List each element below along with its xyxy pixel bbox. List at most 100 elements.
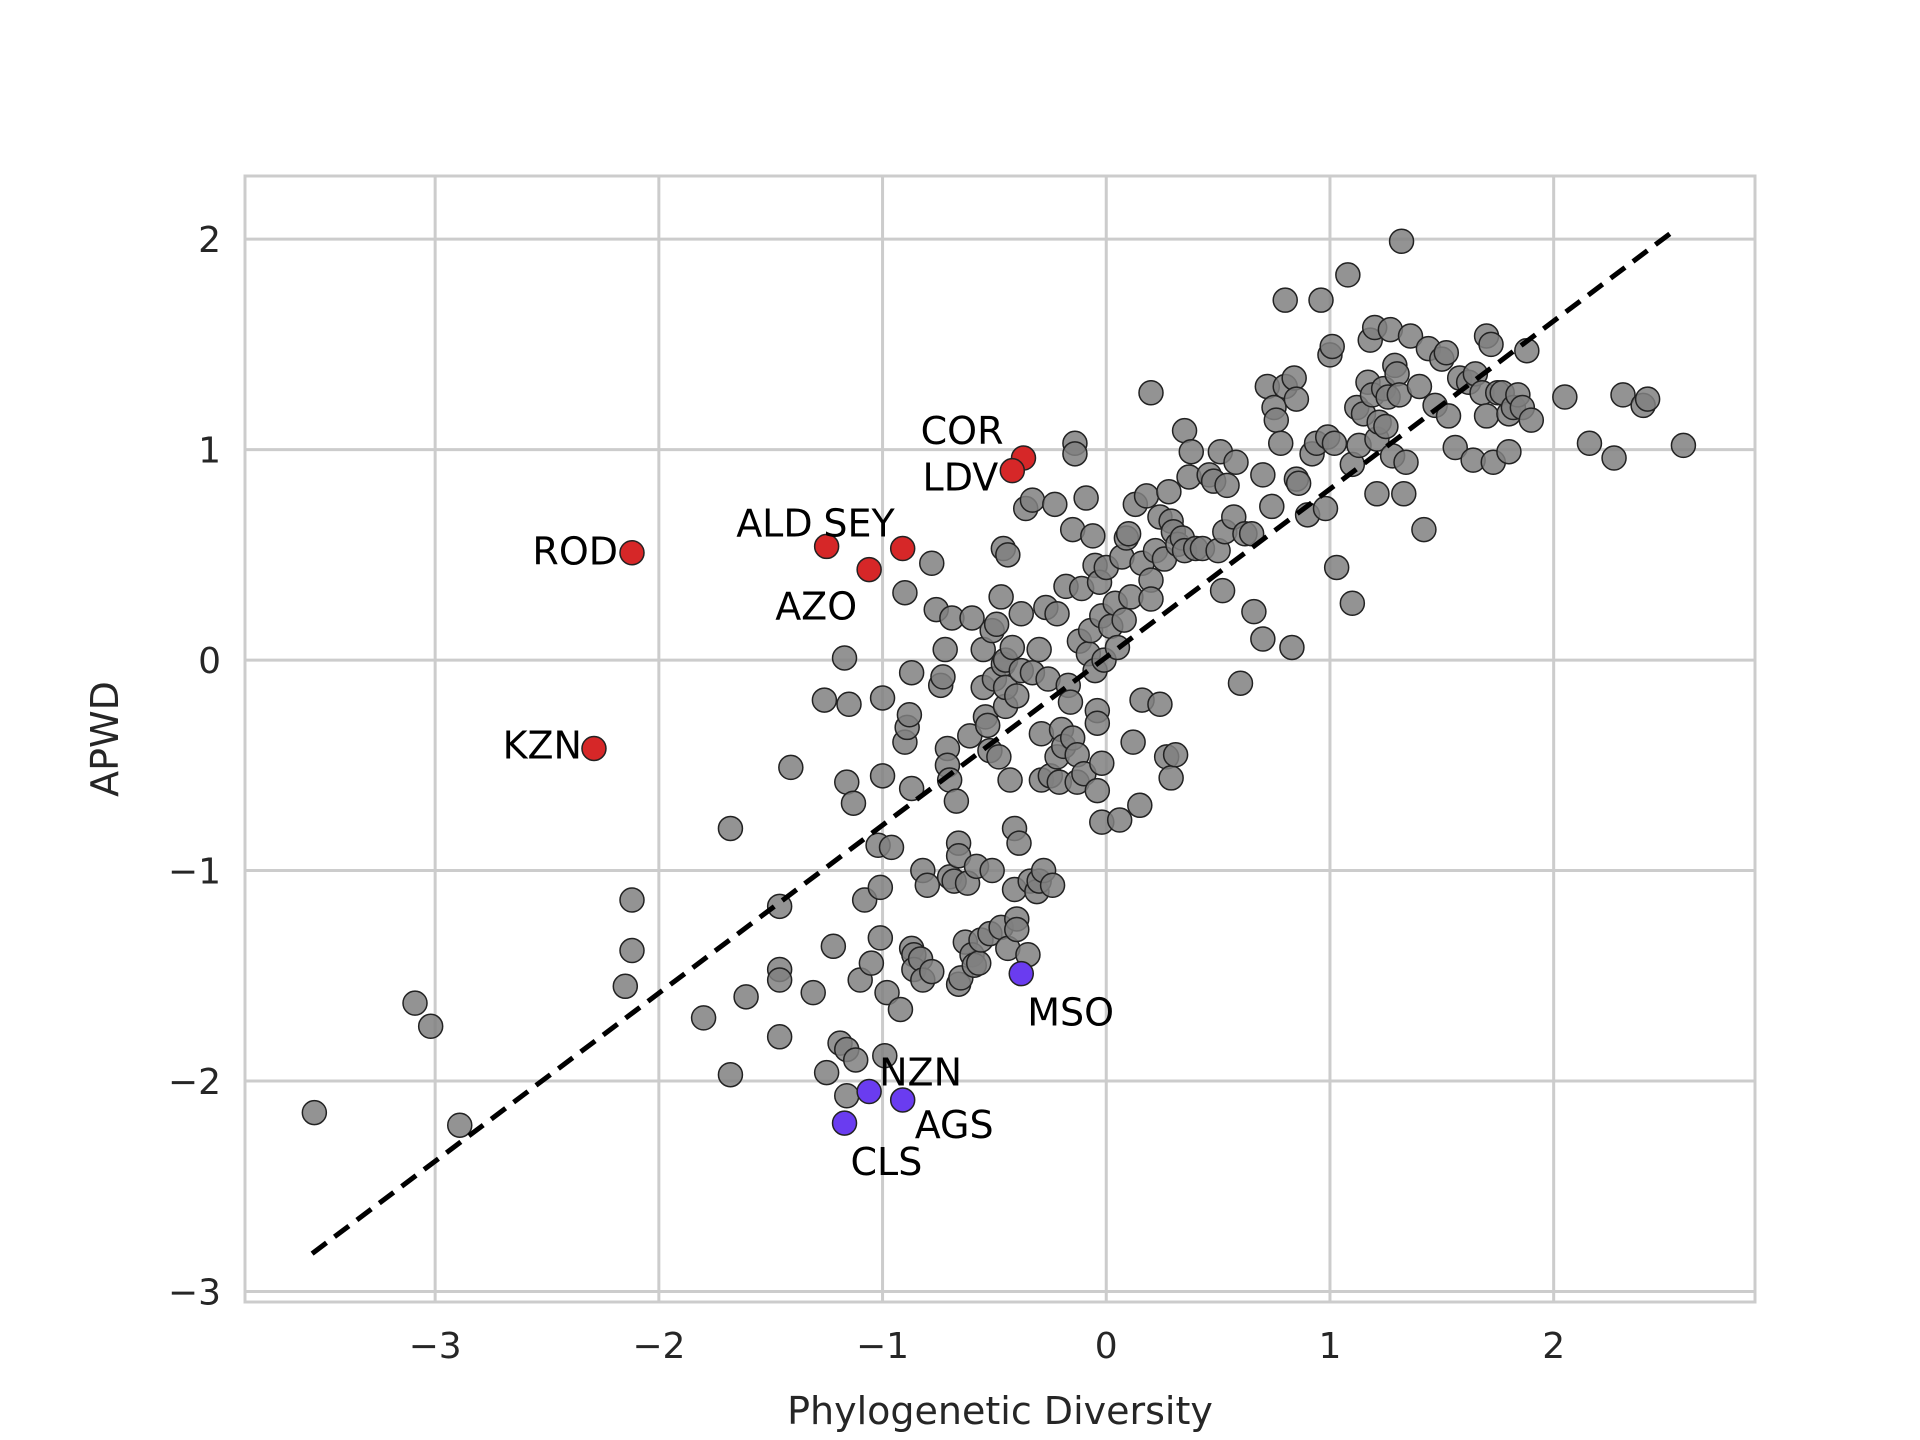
data-point xyxy=(1044,601,1070,627)
x-axis-title: Phylogenetic Diversity xyxy=(787,1389,1213,1433)
data-point xyxy=(1373,413,1399,440)
data-point xyxy=(892,579,918,606)
data-point xyxy=(1263,407,1290,433)
data-point xyxy=(1442,434,1468,461)
data-point xyxy=(1008,601,1035,627)
highlighted-points xyxy=(581,445,1037,1136)
data-point xyxy=(733,984,759,1010)
data-point xyxy=(988,584,1014,610)
trend-line xyxy=(310,226,1679,1256)
data-point xyxy=(1388,228,1415,254)
data-point xyxy=(1057,689,1084,715)
data-point xyxy=(836,691,862,718)
data-point xyxy=(1214,472,1240,499)
data-point xyxy=(914,872,941,899)
data-point xyxy=(1279,634,1305,661)
data-point xyxy=(1518,407,1545,433)
data-point xyxy=(1158,765,1184,791)
data-point xyxy=(1335,262,1361,288)
point-label-mso: MSO xyxy=(1027,991,1114,1035)
data-point xyxy=(1473,403,1500,429)
data-point xyxy=(811,687,838,713)
highlight-point-mso xyxy=(1008,960,1035,987)
data-point xyxy=(402,990,428,1016)
y-tick-label: 0 xyxy=(198,641,221,682)
data-point xyxy=(1364,481,1390,507)
data-point xyxy=(1138,380,1164,406)
x-tick-label: 0 xyxy=(1095,1326,1118,1367)
data-point xyxy=(301,1099,328,1126)
data-point xyxy=(974,712,1001,739)
data-point xyxy=(1323,554,1350,581)
data-point xyxy=(1312,495,1339,522)
data-point xyxy=(986,744,1012,770)
data-point xyxy=(983,611,1010,638)
data-point xyxy=(1156,478,1182,505)
y-tick-label: −3 xyxy=(168,1272,221,1313)
data-point xyxy=(1670,432,1697,459)
data-point xyxy=(1223,449,1249,475)
data-point xyxy=(800,979,826,1006)
data-point xyxy=(872,1043,898,1069)
data-point xyxy=(867,925,894,951)
data-point xyxy=(1610,382,1636,408)
data-point xyxy=(932,636,958,663)
data-point xyxy=(842,1047,869,1073)
data-point xyxy=(1073,485,1099,511)
point-label-ldv: LDV xyxy=(923,456,999,500)
x-tick-label: −3 xyxy=(409,1326,462,1367)
data-point xyxy=(1241,598,1267,625)
data-point xyxy=(1127,792,1153,819)
data-point xyxy=(1552,384,1578,410)
data-point xyxy=(1080,523,1106,549)
data-point xyxy=(898,775,925,802)
highlight-point-nzn xyxy=(856,1078,882,1105)
data-point xyxy=(690,1005,717,1031)
data-point xyxy=(1042,491,1068,518)
data-point xyxy=(919,550,945,577)
y-axis-title: APWD xyxy=(83,681,127,797)
data-point xyxy=(1162,742,1189,768)
data-point xyxy=(1308,287,1334,313)
data-point xyxy=(1250,626,1276,652)
point-label-nzn: NZN xyxy=(879,1051,962,1095)
data-point xyxy=(1120,729,1146,755)
data-point xyxy=(1004,916,1030,943)
data-point xyxy=(867,874,894,901)
data-point xyxy=(1406,373,1433,400)
data-point xyxy=(1281,365,1307,391)
data-point xyxy=(1496,438,1522,465)
data-point xyxy=(717,1061,744,1088)
data-point xyxy=(1147,691,1173,718)
data-point xyxy=(1062,441,1088,467)
data-point xyxy=(1319,333,1345,360)
data-point xyxy=(930,664,956,690)
highlight-point-ags xyxy=(889,1087,916,1113)
data-point xyxy=(959,605,985,631)
data-point xyxy=(831,645,858,671)
highlight-point-sey xyxy=(889,535,916,562)
data-point xyxy=(1272,287,1298,313)
data-point xyxy=(1084,710,1111,736)
y-tick-label: −1 xyxy=(168,852,221,893)
highlight-point-azo xyxy=(856,556,882,583)
data-point xyxy=(1084,777,1111,804)
point-label-sey: SEY xyxy=(823,502,895,546)
data-point xyxy=(417,1013,444,1040)
data-points xyxy=(301,228,1697,1138)
data-point xyxy=(1004,683,1030,709)
data-point xyxy=(619,887,645,913)
data-point xyxy=(1433,340,1460,366)
point-label-kzn: KZN xyxy=(503,723,582,767)
highlight-point-ald xyxy=(813,533,840,560)
data-point xyxy=(1019,487,1046,513)
data-point xyxy=(874,979,900,1006)
data-point xyxy=(1283,386,1310,412)
data-point xyxy=(869,763,896,789)
data-point xyxy=(1267,430,1294,457)
data-point xyxy=(1576,430,1603,457)
data-point xyxy=(1393,449,1419,475)
data-point xyxy=(1106,807,1133,833)
